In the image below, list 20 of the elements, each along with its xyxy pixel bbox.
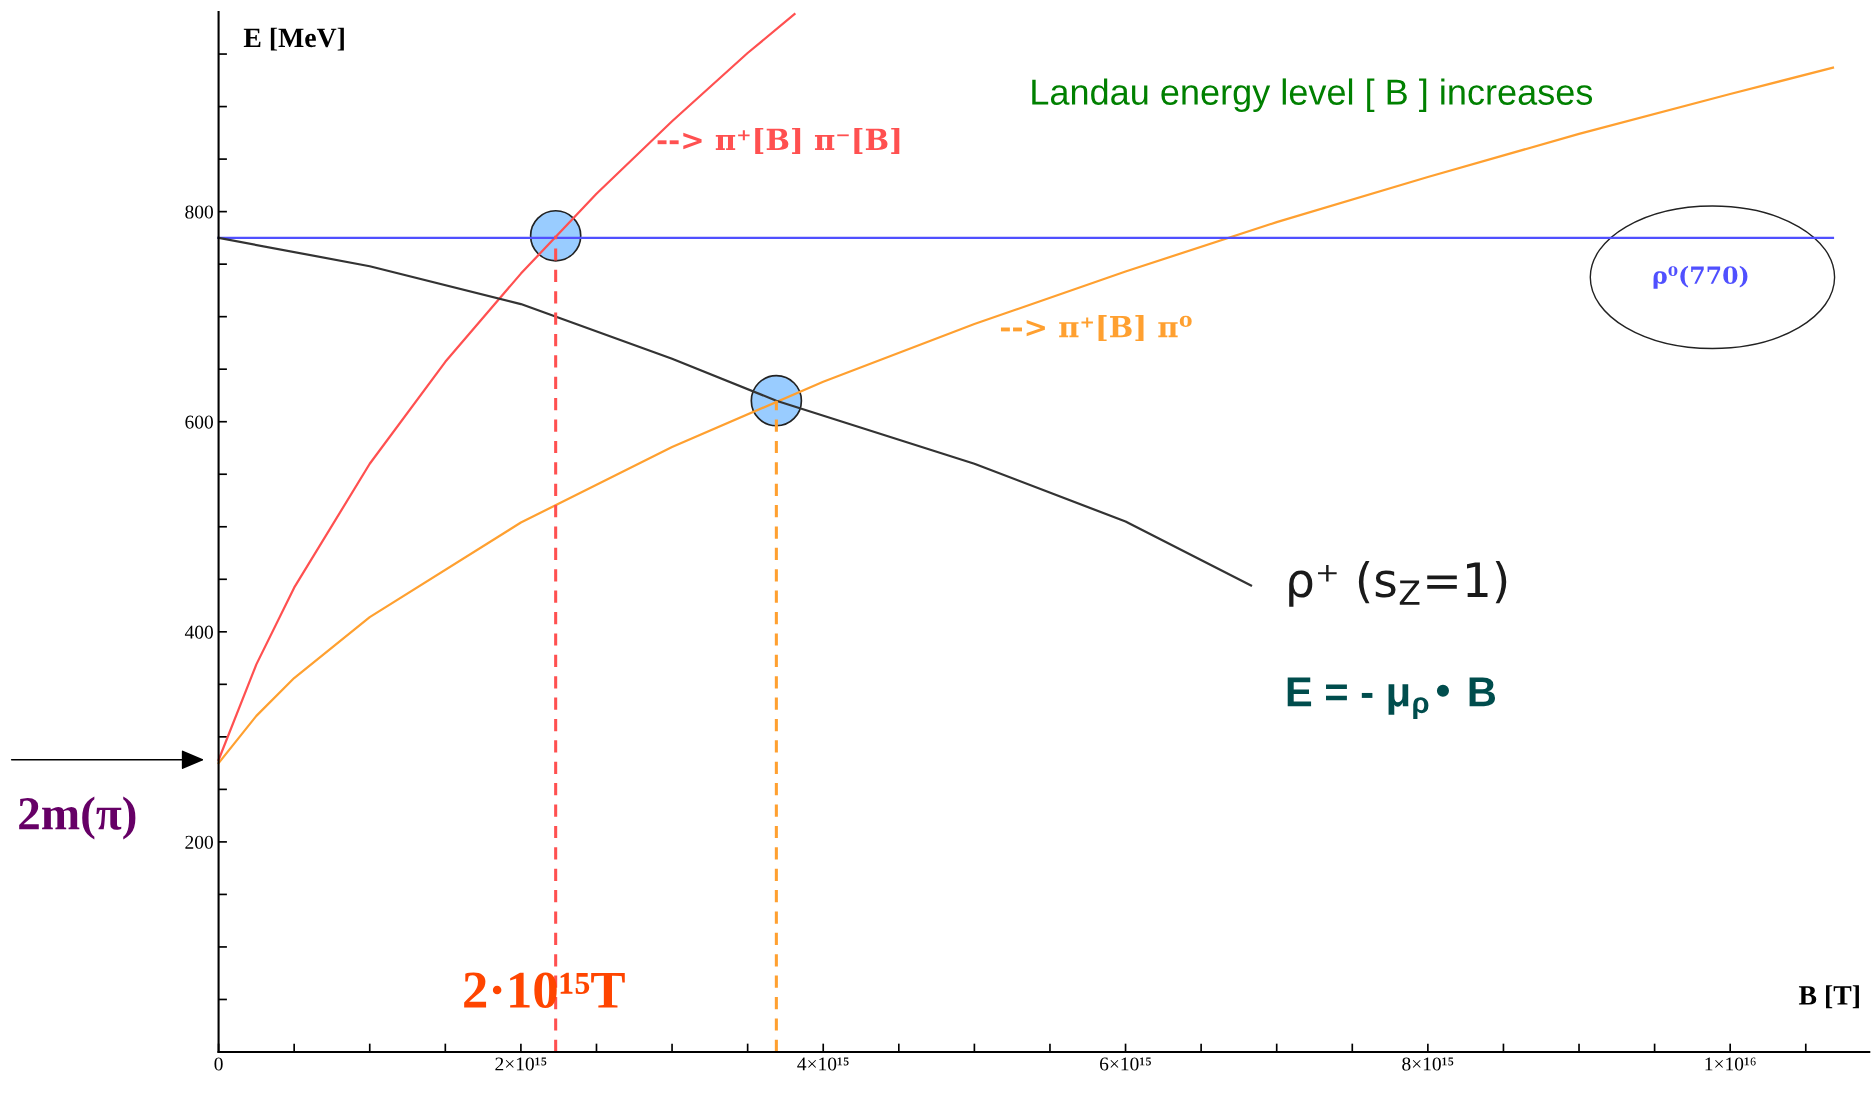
y-tick-label: 200	[185, 835, 213, 849]
y-tick-label: 800	[185, 205, 213, 219]
series-label: ρ⁰(770)	[1653, 265, 1748, 289]
annotation: E = - μ$_{ρ}$• B	[1287, 677, 1496, 719]
text: 2m(π)	[19, 796, 136, 840]
series-label: --> π⁺[B] π⁻[B]	[657, 127, 900, 154]
annotation: 2·10¹⁵T	[464, 972, 625, 1008]
x-tick-label: 4×10¹⁵	[797, 1057, 849, 1071]
x-axis-title: B [T]	[1798, 985, 1859, 1009]
x-tick-label: 1×10¹⁶	[1705, 1057, 1756, 1071]
annotation: ρ⁺ (s$_{Z}$=1)	[1289, 561, 1507, 607]
x-tick-label: 0	[214, 1057, 223, 1071]
series-label: --> π⁺[B] π$^{o}$	[1000, 315, 1192, 342]
x-tick-label: 8×10¹⁵	[1402, 1057, 1454, 1071]
x-tick-label: 6×10¹⁵	[1100, 1057, 1151, 1071]
y-tick-label: 400	[184, 625, 213, 639]
x-tick-label: 2×10¹⁵	[495, 1057, 547, 1071]
y-tick-label: 600	[185, 415, 213, 429]
y-axis-title: E [MeV]	[243, 27, 344, 51]
annotation: Landau energy level [ B ] increases	[1032, 78, 1593, 113]
